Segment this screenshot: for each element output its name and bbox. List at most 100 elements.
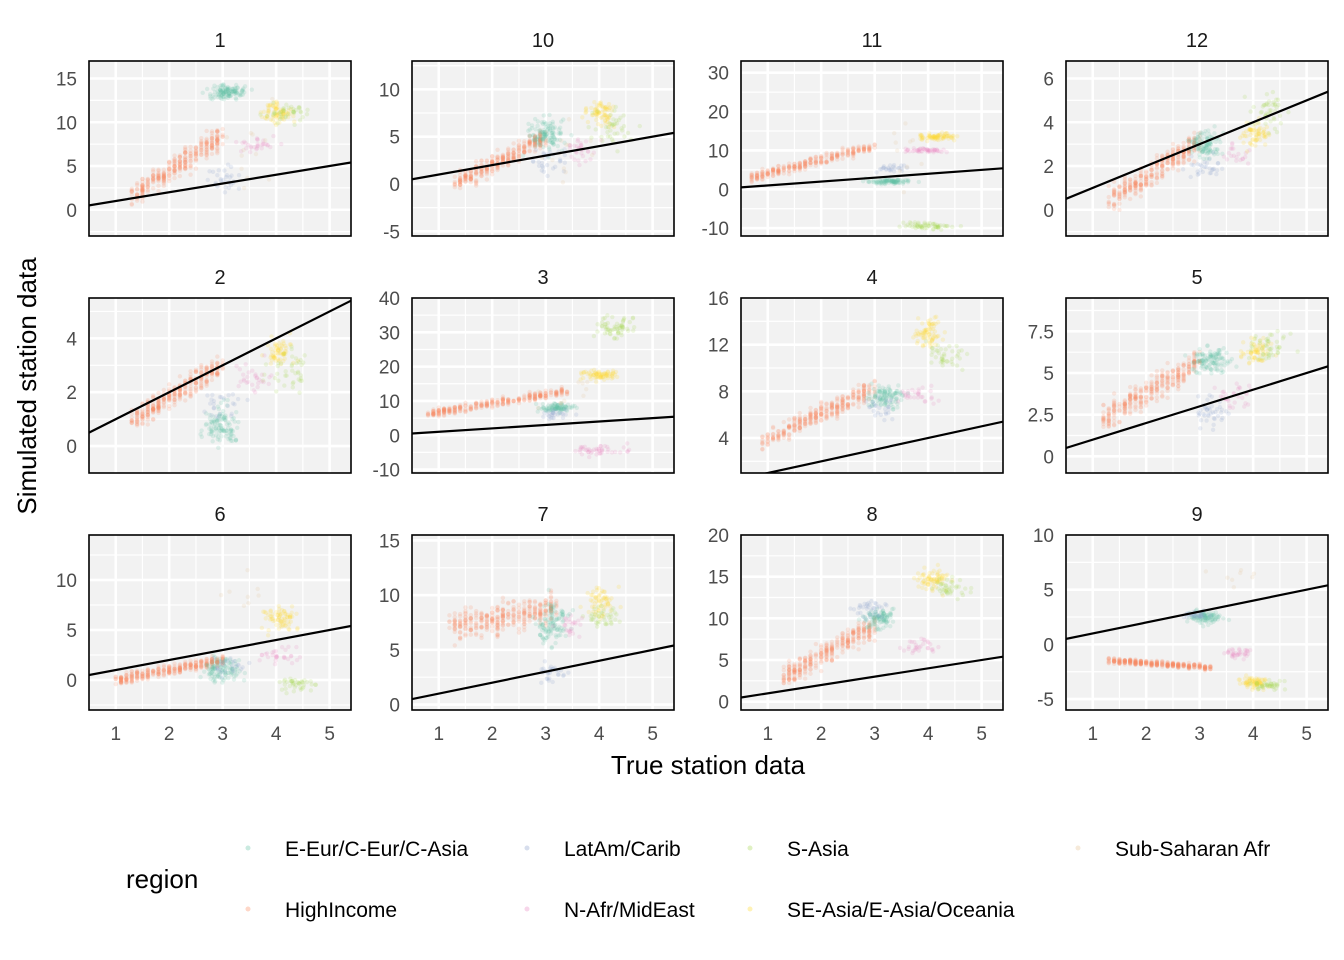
data-point — [598, 103, 603, 109]
data-point — [212, 89, 218, 95]
data-point — [765, 436, 770, 441]
data-point — [1154, 384, 1160, 389]
data-point — [930, 326, 936, 332]
data-point — [1160, 164, 1165, 169]
data-point — [473, 172, 479, 177]
data-point — [930, 349, 935, 354]
data-point — [797, 418, 803, 423]
data-point — [819, 412, 824, 417]
data-point — [425, 411, 431, 417]
data-point — [550, 406, 555, 411]
data-point — [797, 162, 803, 167]
data-point — [1189, 139, 1195, 145]
data-point — [1258, 125, 1263, 131]
data-point — [281, 106, 286, 111]
panel-title: 10 — [532, 30, 554, 52]
data-point — [1176, 143, 1181, 149]
data-point — [871, 408, 876, 414]
data-point — [1111, 193, 1117, 199]
data-point — [866, 402, 871, 408]
data-point — [886, 384, 891, 389]
data-point — [161, 174, 167, 179]
data-point — [1247, 126, 1252, 132]
data-point — [566, 142, 571, 148]
data-point — [1260, 342, 1266, 347]
data-point — [1207, 354, 1213, 360]
data-point — [275, 116, 280, 121]
data-point — [797, 421, 803, 426]
data-point — [193, 664, 199, 669]
data-point — [1248, 350, 1254, 355]
data-point — [595, 114, 600, 119]
data-point — [129, 674, 134, 680]
data-point — [1207, 351, 1212, 357]
data-point — [224, 173, 230, 178]
data-point — [220, 134, 225, 140]
data-point — [527, 127, 532, 132]
data-point — [1275, 350, 1280, 355]
data-point — [177, 154, 183, 160]
data-point — [209, 371, 215, 376]
data-point — [1200, 149, 1206, 154]
data-point — [1257, 340, 1262, 346]
data-point — [134, 670, 140, 675]
data-point — [209, 143, 215, 148]
data-point — [599, 324, 605, 329]
data-point — [895, 177, 900, 183]
data-point — [921, 328, 927, 333]
data-point — [760, 169, 765, 174]
data-point — [608, 332, 613, 337]
data-point — [930, 134, 936, 140]
data-point — [177, 159, 183, 164]
data-point — [829, 403, 835, 408]
data-point — [835, 402, 840, 408]
data-point — [770, 435, 776, 440]
data-point — [1223, 409, 1229, 414]
data-point — [604, 106, 610, 112]
data-point — [245, 142, 251, 148]
data-point — [1149, 165, 1154, 170]
data-point — [861, 393, 867, 399]
data-point — [593, 379, 599, 385]
data-point — [919, 161, 924, 167]
data-point — [600, 114, 605, 120]
data-point — [765, 168, 770, 173]
data-point — [1238, 157, 1243, 163]
data-point — [792, 424, 797, 429]
data-point — [559, 400, 564, 406]
data-point — [888, 389, 893, 394]
data-point — [1111, 404, 1117, 410]
data-point — [506, 402, 511, 407]
data-point — [209, 428, 215, 434]
data-point — [1133, 192, 1138, 197]
data-point — [1127, 179, 1133, 185]
data-point — [928, 322, 933, 328]
data-point — [213, 428, 219, 433]
data-point — [145, 180, 151, 186]
data-point — [220, 427, 225, 433]
data-point — [199, 662, 204, 667]
data-point — [891, 169, 897, 174]
data-point — [908, 221, 914, 226]
data-point — [610, 375, 616, 380]
data-point — [1181, 154, 1186, 159]
data-point — [1242, 154, 1248, 160]
panel-background — [741, 298, 1003, 473]
data-point — [215, 94, 221, 100]
data-point — [1144, 177, 1149, 182]
data-point — [564, 389, 570, 395]
data-point — [204, 153, 209, 158]
data-point — [920, 342, 925, 348]
data-point — [594, 111, 599, 116]
data-point — [770, 436, 776, 441]
data-point — [892, 181, 897, 187]
data-point — [829, 409, 835, 414]
data-point — [167, 163, 172, 168]
data-point — [1202, 413, 1207, 418]
data-point — [819, 401, 824, 406]
data-point — [1149, 391, 1154, 396]
data-point — [134, 409, 140, 414]
data-point — [1207, 171, 1213, 176]
data-point — [1253, 121, 1258, 127]
